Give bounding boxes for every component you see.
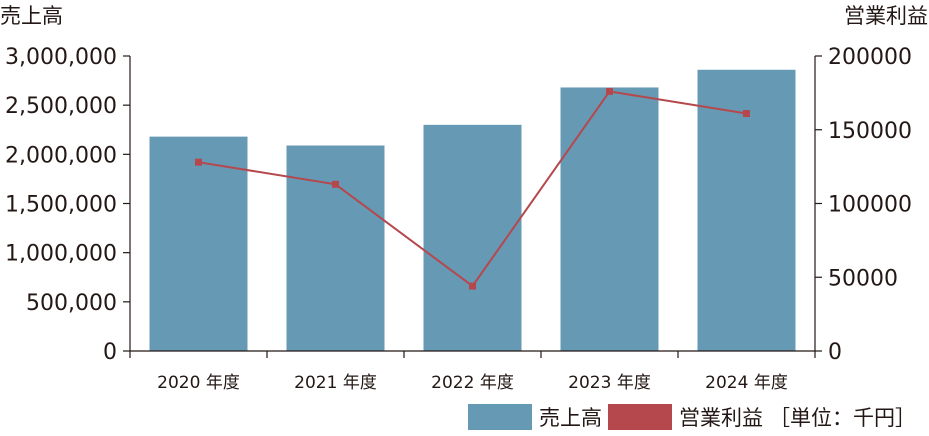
legend-label-sales: 売上高 [539, 406, 602, 430]
bars-layer [149, 69, 796, 352]
point-operating-profit-3 [606, 87, 613, 95]
bar-sales-0 [149, 136, 248, 351]
left-tick-label: 500,000 [26, 291, 117, 316]
x-category-label: 2024 年度 [705, 373, 788, 393]
right-tick-label: 100000 [828, 193, 912, 218]
left-axis-title: 売上高 [0, 4, 63, 28]
x-category-label: 2023 年度 [568, 373, 651, 393]
right-tick-label: 200000 [828, 45, 912, 70]
legend: 売上高 営業利益 ［単位：千円］ [468, 404, 916, 430]
right-axis-title: 営業利益 [844, 4, 928, 28]
right-tick-label: 150000 [828, 119, 912, 144]
left-tick-label: 1,000,000 [5, 242, 117, 267]
left-tick-label: 0 [103, 340, 117, 365]
bar-sales-2 [423, 124, 522, 351]
left-tick-label: 1,500,000 [5, 193, 117, 218]
point-operating-profit-1 [332, 180, 339, 188]
x-category-label: 2022 年度 [431, 373, 514, 393]
legend-label-operating-profit: 営業利益 [679, 406, 763, 430]
axes-layer: 0 500,000 1,000,000 1,500,000 2,000,000 2,500… [5, 45, 912, 393]
x-category-label: 2020 年度 [157, 373, 240, 393]
bar-sales-3 [560, 87, 659, 351]
point-operating-profit-0 [195, 158, 202, 166]
bar-sales-1 [286, 145, 385, 351]
line-layer [195, 87, 750, 290]
right-tick-label: 50000 [828, 266, 898, 291]
legend-swatch-operating-profit [608, 404, 672, 430]
left-tick-label: 2,000,000 [5, 143, 117, 168]
point-operating-profit-4 [743, 110, 750, 118]
left-tick-label: 3,000,000 [5, 45, 117, 70]
unit-note: ［単位：千円］ [769, 406, 916, 430]
right-tick-label: 0 [828, 340, 842, 365]
left-tick-label: 2,500,000 [5, 94, 117, 119]
legend-swatch-sales [468, 404, 532, 430]
x-category-label: 2021 年度 [294, 373, 377, 393]
point-operating-profit-2 [469, 282, 476, 290]
